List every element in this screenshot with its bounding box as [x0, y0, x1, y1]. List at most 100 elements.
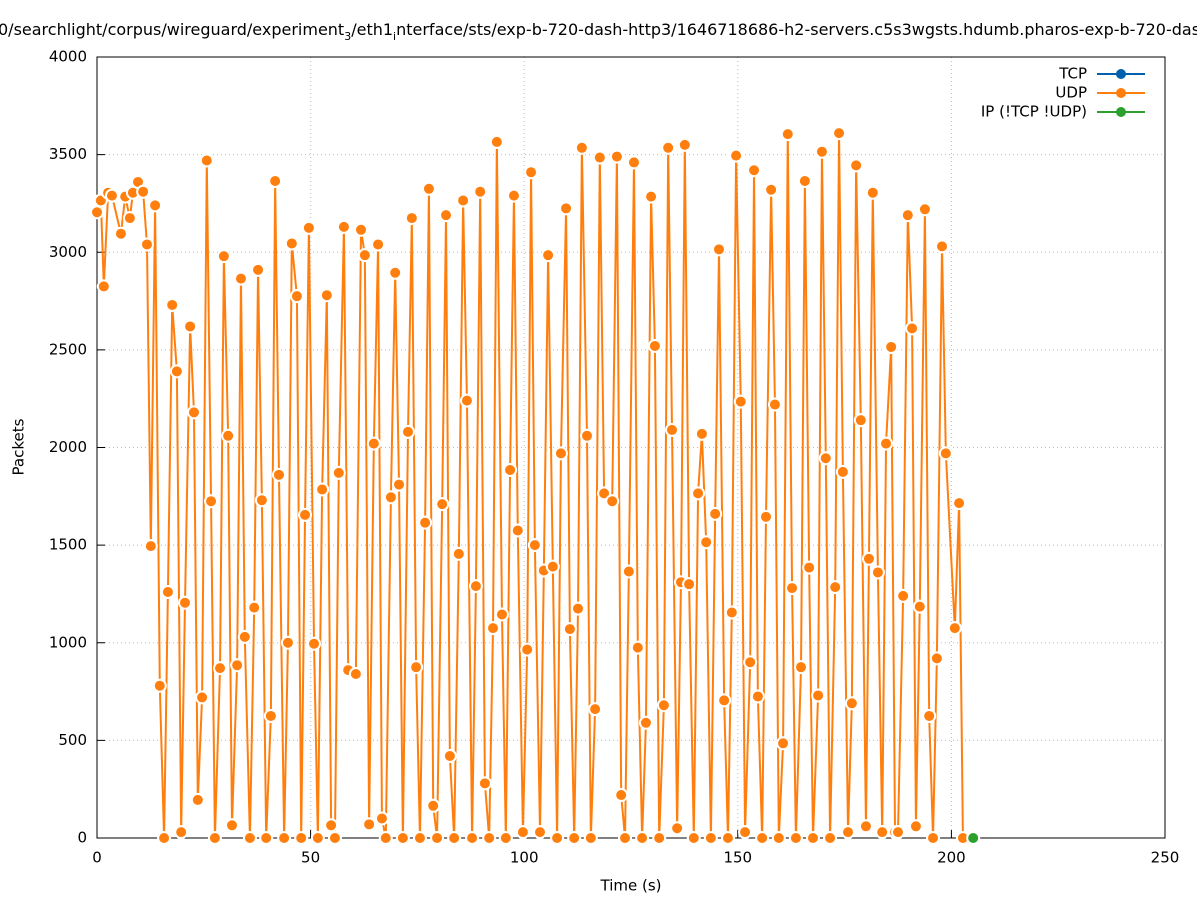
- data-point: [426, 798, 441, 813]
- data-point: [336, 219, 351, 234]
- data-point: [421, 181, 436, 196]
- data-point: [733, 394, 748, 409]
- data-point: [738, 825, 753, 840]
- data-point: [510, 523, 525, 538]
- data-point: [186, 405, 201, 420]
- data-point: [259, 831, 274, 845]
- data-point: [418, 515, 433, 530]
- data-point: [324, 818, 339, 833]
- data-point: [755, 831, 770, 845]
- data-point: [247, 600, 262, 615]
- data-point: [263, 708, 278, 723]
- data-point: [767, 397, 782, 412]
- data-point: [378, 831, 393, 845]
- data-point: [764, 182, 779, 197]
- data-point: [139, 237, 154, 252]
- data-point: [366, 436, 381, 451]
- data-point: [926, 831, 941, 845]
- data-point: [294, 831, 309, 845]
- data-point: [456, 193, 471, 208]
- data-point: [447, 831, 462, 845]
- data-point: [553, 446, 568, 461]
- data-point: [665, 422, 680, 437]
- data-point: [486, 621, 501, 636]
- data-point: [533, 825, 548, 840]
- data-point: [545, 559, 560, 574]
- title-part: /eth1: [351, 20, 393, 39]
- data-point: [327, 831, 342, 845]
- data-point: [465, 831, 480, 845]
- data-point: [814, 144, 829, 159]
- data-point: [224, 818, 239, 833]
- y-tick-label: 2000: [49, 438, 87, 456]
- data-point: [841, 825, 856, 840]
- data-point: [747, 163, 762, 178]
- data-point: [720, 831, 735, 845]
- data-point: [503, 462, 518, 477]
- data-point: [213, 661, 228, 676]
- data-point: [439, 208, 454, 223]
- data-point: [383, 490, 398, 505]
- data-point: [113, 226, 128, 241]
- data-point: [605, 494, 620, 509]
- x-tick-label: 250: [1151, 849, 1180, 867]
- data-point: [682, 577, 697, 592]
- data-point: [348, 666, 363, 681]
- data-point: [152, 678, 167, 693]
- legend-marker: [1116, 107, 1126, 117]
- data-point: [571, 601, 586, 616]
- y-tick-label: 2500: [49, 340, 87, 358]
- data-point: [148, 198, 163, 213]
- data-point: [870, 565, 885, 580]
- data-point: [647, 338, 662, 353]
- data-point: [451, 546, 466, 561]
- data-point: [947, 621, 962, 636]
- data-point: [527, 538, 542, 553]
- data-point: [199, 153, 214, 168]
- data-point: [395, 831, 410, 845]
- data-point: [905, 321, 920, 336]
- data-point: [922, 708, 937, 723]
- data-point: [579, 428, 594, 443]
- data-point: [644, 189, 659, 204]
- data-point: [362, 817, 377, 832]
- data-point: [614, 788, 629, 803]
- data-point: [520, 642, 535, 657]
- data-point: [635, 831, 650, 845]
- data-point: [237, 629, 252, 644]
- data-point: [392, 477, 407, 492]
- series-line: [96, 133, 964, 839]
- data-point: [122, 211, 137, 226]
- data-point: [875, 825, 890, 840]
- data-point: [315, 482, 330, 497]
- data-point: [823, 831, 838, 845]
- data-point: [307, 636, 322, 651]
- data-point: [96, 279, 111, 294]
- data-point: [435, 497, 450, 512]
- data-point: [853, 413, 868, 428]
- data-point: [891, 825, 905, 840]
- data-point: [442, 748, 457, 763]
- data-point: [638, 715, 653, 730]
- data-point: [929, 651, 944, 666]
- data-point: [630, 640, 645, 655]
- data-point: [708, 506, 723, 521]
- data-point: [169, 364, 184, 379]
- data-point: [319, 288, 334, 303]
- data-point: [621, 564, 636, 579]
- data-point: [301, 220, 316, 235]
- x-tick-label: 50: [301, 849, 320, 867]
- data-point: [908, 819, 923, 834]
- data-point: [498, 831, 513, 845]
- data-point: [609, 149, 624, 164]
- data-point: [550, 831, 565, 845]
- data-point: [204, 494, 219, 509]
- data-point: [157, 831, 172, 845]
- data-point: [268, 173, 283, 188]
- data-point: [90, 205, 104, 220]
- data-point: [574, 140, 589, 155]
- data-point: [743, 655, 758, 670]
- data-point: [832, 126, 847, 141]
- data-point: [780, 127, 795, 142]
